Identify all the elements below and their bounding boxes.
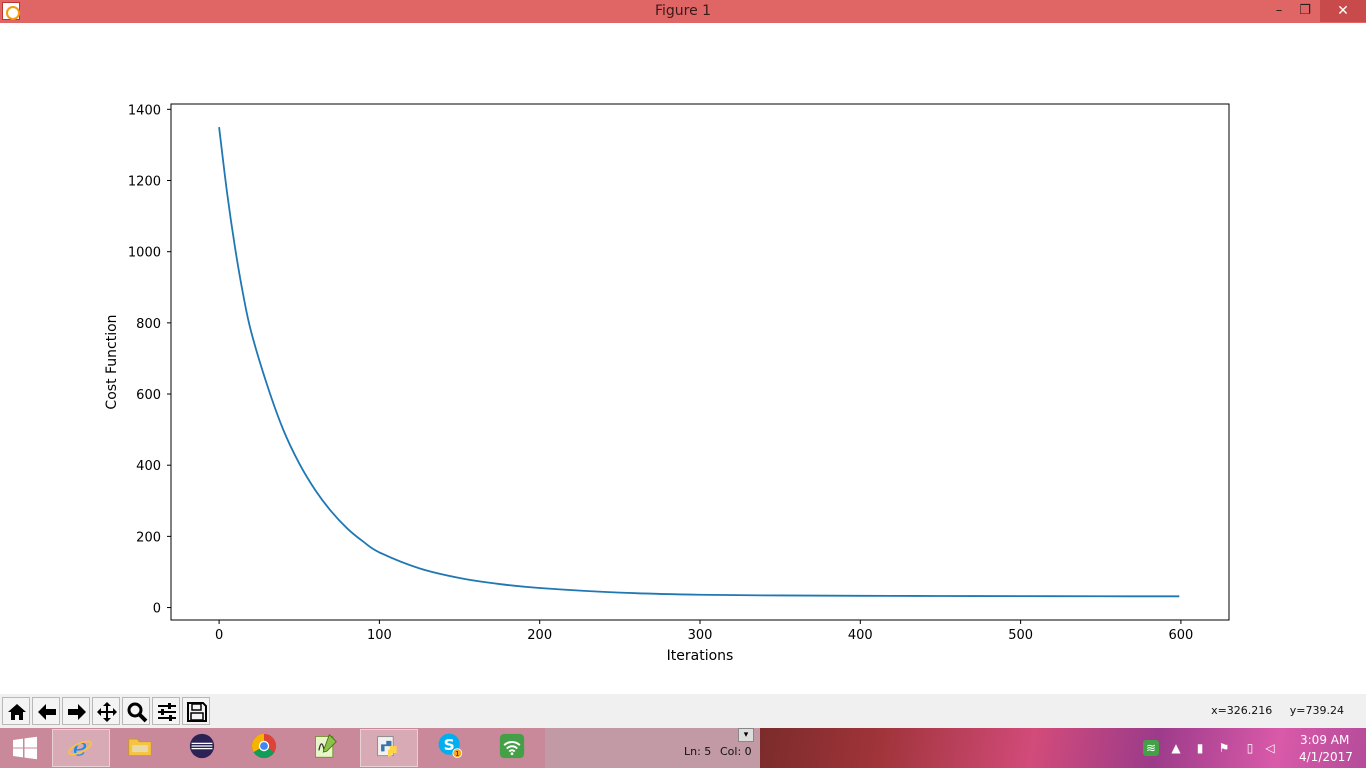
arrow-left-icon [38, 704, 56, 720]
cost-chart: 0 100 200 300 400 500 600 0 200 400 600 800 1000 120… [104, 103, 1230, 664]
figure-canvas[interactable]: 0 100 200 300 400 500 600 0 200 400 600 800 1000 120… [0, 23, 1366, 694]
taskbar-internet-explorer[interactable]: e [52, 729, 110, 767]
taskbar-wifi-hotspot[interactable] [485, 729, 543, 767]
y-tick-label: 0 [153, 602, 161, 617]
python-icon [377, 736, 397, 757]
save-button[interactable] [182, 697, 210, 725]
system-tray: ≋ ▲ ▮ ⚑ ▯ ◁ [1140, 728, 1366, 768]
svg-text:e: e [73, 734, 87, 760]
y-tick-label: 800 [136, 317, 161, 332]
battery-icon[interactable]: ▯ [1246, 741, 1254, 755]
y-tick-label: 200 [136, 530, 161, 545]
coord-y: y=739.24 [1289, 704, 1344, 717]
ie-icon: e [67, 734, 93, 760]
navigation-toolbar: x=326.216 y=739.24 [0, 694, 1366, 728]
wallpaper-strip [760, 728, 1366, 768]
minimize-button[interactable]: – [1275, 3, 1283, 18]
clock-time[interactable]: 3:09 AM [1300, 733, 1350, 747]
svg-text:S: S [444, 736, 455, 754]
x-tick-label: 500 [1008, 628, 1033, 643]
subplots-button[interactable] [152, 697, 180, 725]
x-tick-label: 100 [367, 628, 392, 643]
home-button[interactable] [2, 697, 30, 725]
x-axis-ticks: 0 100 200 300 400 500 600 [215, 620, 1193, 643]
magnifier-icon [127, 702, 148, 723]
x-axis-label: Iterations [667, 648, 734, 664]
y-tick-label: 1000 [128, 246, 161, 261]
x-tick-label: 0 [215, 628, 223, 643]
action-center-flag-icon[interactable]: ⚑ [1218, 741, 1230, 755]
taskbar-notepad-plus-plus[interactable] [298, 729, 356, 767]
taskbar-file-explorer[interactable] [113, 729, 171, 767]
eclipse-icon [189, 733, 215, 759]
y-axis-ticks: 0 200 400 600 800 1000 1200 1400 [128, 103, 171, 617]
move-icon [97, 702, 117, 722]
network-signal-icon[interactable]: ▮ [1196, 741, 1204, 755]
y-axis-label: Cost Function [104, 314, 120, 409]
wifi-icon [499, 733, 525, 759]
y-tick-label: 1200 [128, 175, 161, 190]
window-title: Figure 1 [654, 3, 712, 19]
scroll-down-button[interactable]: ▾ [738, 728, 754, 742]
column-indicator: Col: 0 [720, 745, 752, 758]
windows-logo-icon [13, 736, 37, 760]
x-tick-label: 300 [688, 628, 713, 643]
chrome-icon [251, 733, 277, 759]
tray-wifi-icon[interactable]: ≋ [1143, 740, 1159, 756]
cost-series-line [218, 127, 1180, 598]
forward-button[interactable] [62, 697, 90, 725]
sliders-icon [158, 703, 176, 721]
home-icon [8, 704, 26, 720]
start-button[interactable] [0, 728, 50, 768]
notepad-status-area [545, 728, 760, 768]
y-tick-label: 400 [136, 459, 161, 474]
y-tick-label: 600 [136, 388, 161, 403]
back-button[interactable] [32, 697, 60, 725]
folder-icon [128, 738, 152, 756]
y-tick-label: 1400 [128, 103, 161, 118]
show-hidden-icons-icon[interactable]: ▲ [1171, 741, 1181, 755]
maximize-button[interactable]: ❐ [1299, 3, 1311, 18]
taskbar-chrome[interactable] [237, 729, 295, 767]
taskbar-eclipse[interactable] [175, 729, 233, 767]
arrow-right-icon [68, 704, 86, 720]
x-tick-label: 600 [1168, 628, 1193, 643]
x-tick-label: 400 [848, 628, 873, 643]
notepad-icon [315, 733, 337, 758]
skype-badge: 1 [455, 750, 459, 758]
close-button[interactable]: ✕ [1320, 0, 1366, 22]
volume-icon[interactable]: ◁ [1265, 741, 1275, 755]
coord-x: x=326.216 [1211, 704, 1273, 717]
zoom-button[interactable] [122, 697, 150, 725]
taskbar-python[interactable] [360, 729, 418, 767]
app-icon[interactable] [2, 2, 20, 20]
axes-frame [170, 103, 1230, 621]
floppy-icon [187, 702, 207, 722]
clock-date[interactable]: 4/1/2017 [1299, 750, 1353, 764]
x-tick-label: 200 [527, 628, 552, 643]
title-bar: Figure 1 – ❐ ✕ [0, 0, 1366, 23]
line-indicator: Ln: 5 [684, 745, 712, 758]
pan-button[interactable] [92, 697, 120, 725]
coordinate-readout: x=326.216 y=739.24 [1197, 704, 1344, 717]
